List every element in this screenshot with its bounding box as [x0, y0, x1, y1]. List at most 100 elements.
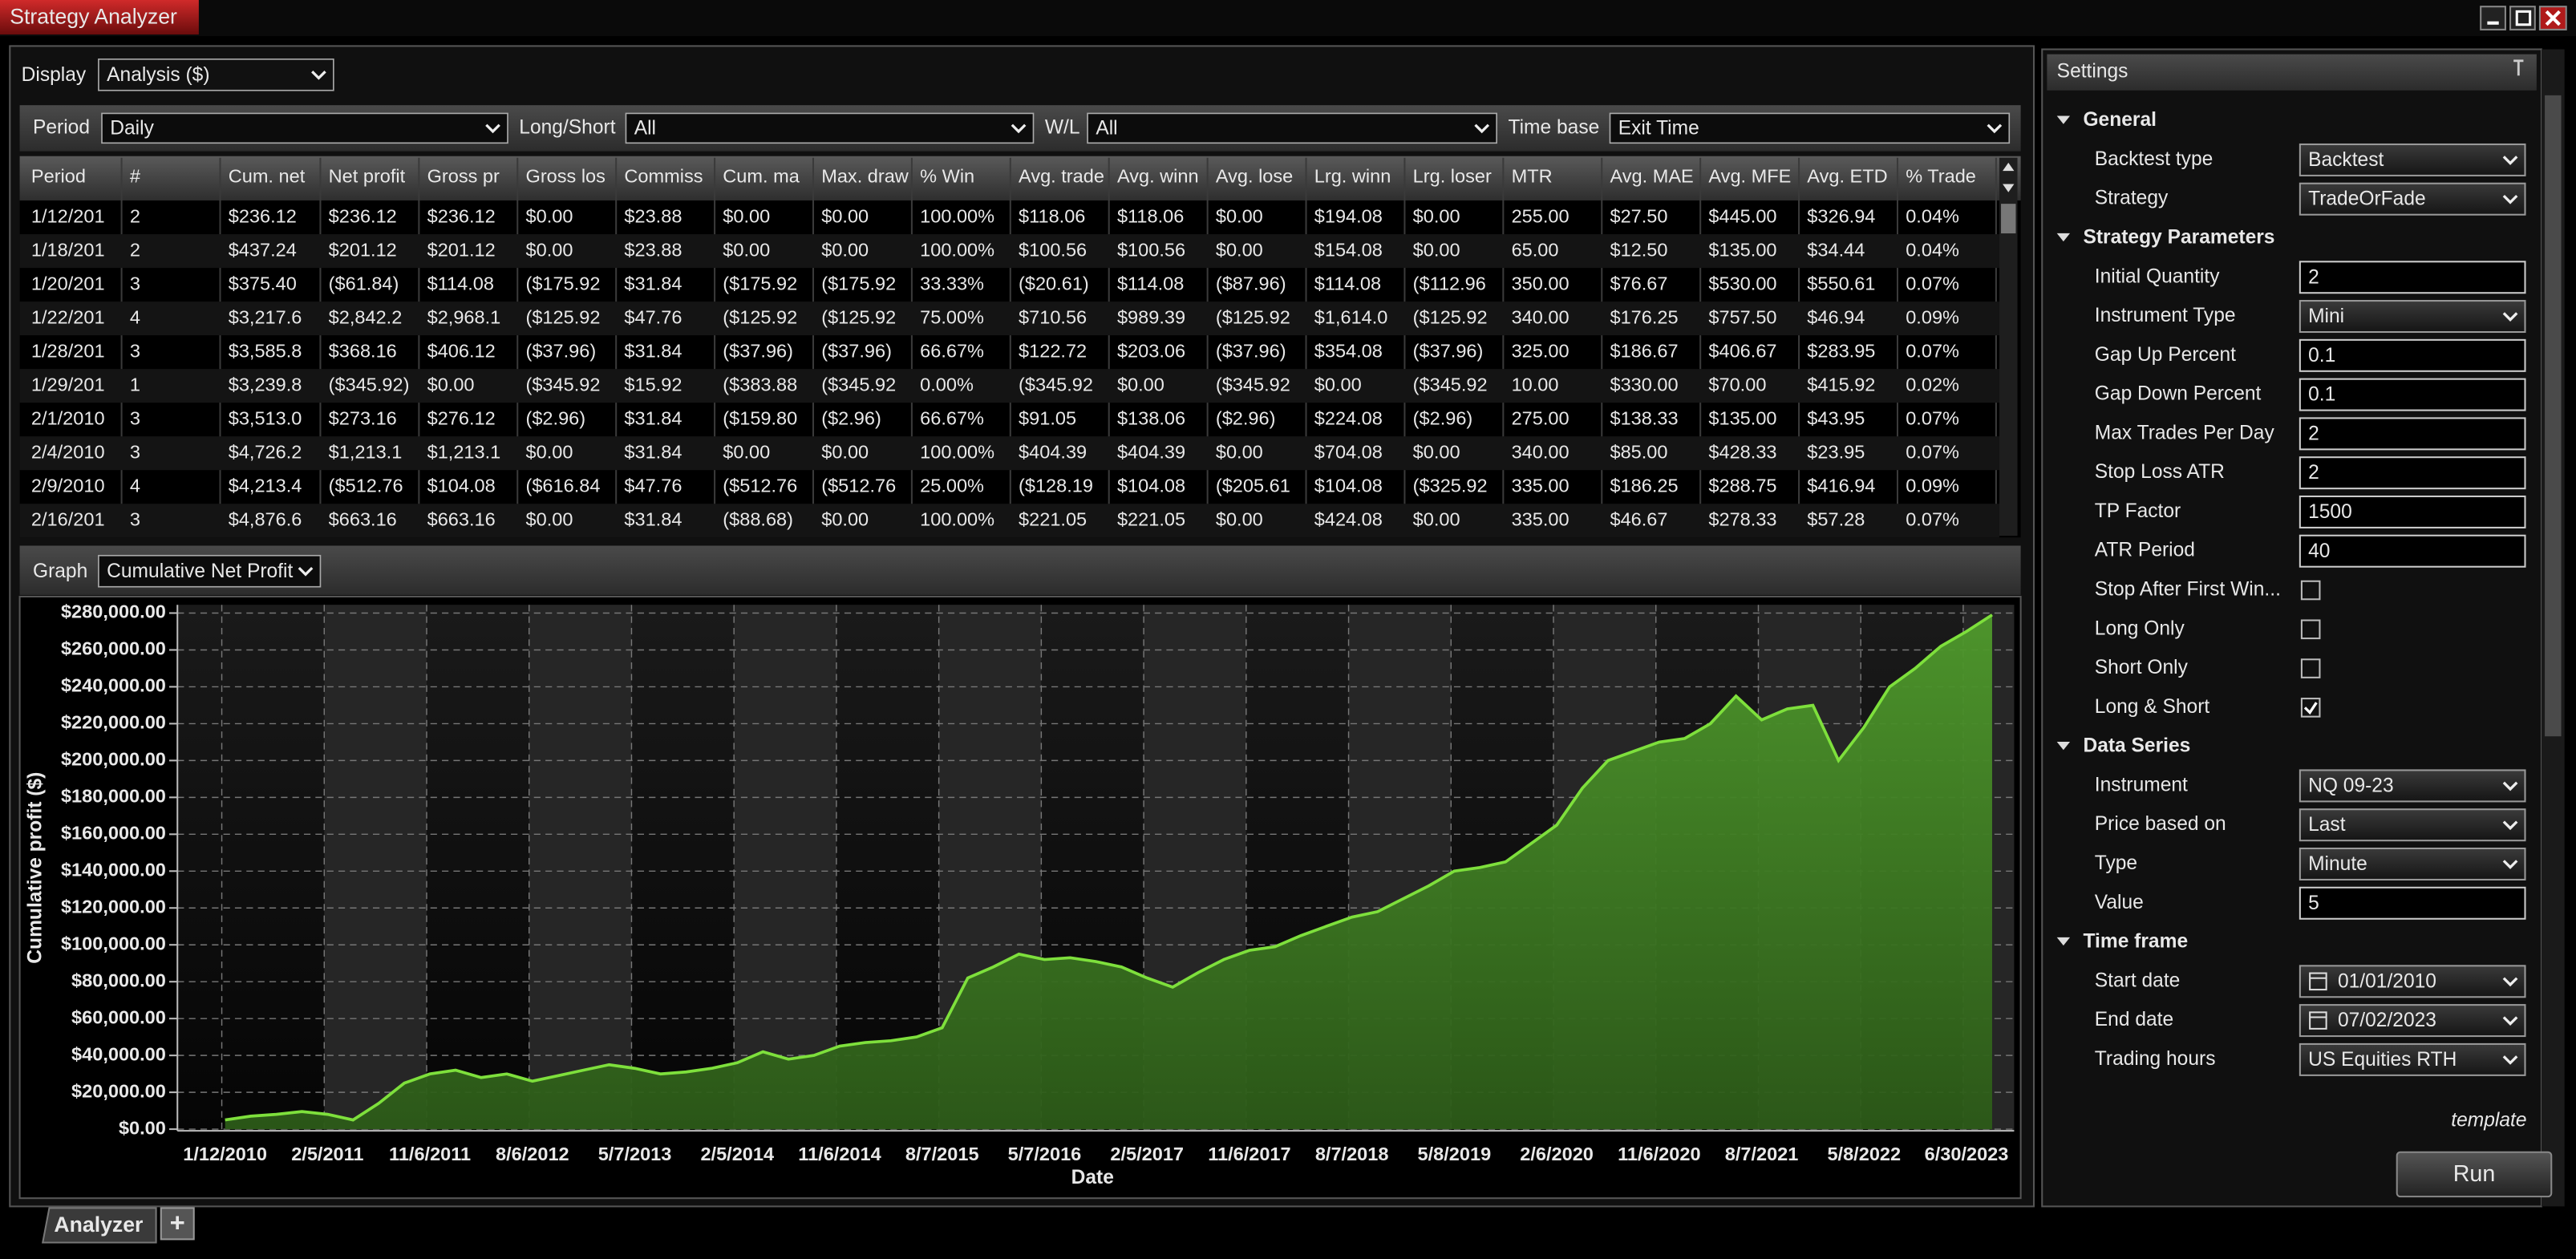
y-tick-label: $200,000.00 — [61, 749, 166, 770]
column-header[interactable]: Avg. ETD — [1807, 166, 1887, 187]
table-cell: 0.02% — [1906, 374, 1959, 395]
text-input-value[interactable]: 1500 — [2308, 501, 2352, 523]
column-header[interactable]: MTR — [1512, 166, 1553, 187]
table-scrollbar[interactable] — [1999, 157, 2018, 536]
setting-select[interactable] — [2299, 300, 2526, 334]
setting-select[interactable] — [2299, 847, 2526, 880]
column-header[interactable]: Cum. net — [229, 166, 306, 187]
checkbox[interactable] — [2300, 580, 2321, 601]
column-header[interactable]: Max. draw — [821, 166, 909, 187]
column-header[interactable]: Avg. winn — [1117, 166, 1199, 187]
column-header[interactable]: Gross pr — [427, 166, 500, 187]
setting-select-value[interactable]: 01/01/2010 — [2338, 970, 2436, 992]
checkbox[interactable] — [2300, 658, 2321, 678]
text-input-value[interactable]: 2 — [2308, 266, 2319, 288]
table-cell: 0.00% — [920, 374, 974, 395]
text-input[interactable] — [2299, 886, 2526, 920]
setting-select-value[interactable]: Last — [2308, 814, 2346, 836]
setting-select-value[interactable]: US Equities RTH — [2308, 1049, 2457, 1071]
column-header[interactable]: Lrg. winn — [1314, 166, 1391, 187]
run-button[interactable] — [2396, 1151, 2553, 1198]
text-input[interactable] — [2299, 456, 2526, 490]
graph-select-value[interactable]: Cumulative Net Profit — [107, 561, 293, 582]
column-header[interactable]: Avg. MAE — [1610, 166, 1694, 187]
setting-select[interactable] — [2299, 182, 2526, 216]
table-cell: 255.00 — [1512, 205, 1569, 226]
setting-select[interactable] — [2299, 808, 2526, 842]
filter-select[interactable] — [1087, 112, 1497, 144]
display-select-value[interactable]: Analysis ($) — [107, 64, 209, 86]
setting-select-value[interactable]: Backtest — [2308, 149, 2384, 171]
column-header[interactable]: Lrg. loser — [1413, 166, 1492, 187]
column-header[interactable]: Avg. MFE — [1708, 166, 1791, 187]
minimize-button[interactable] — [2480, 6, 2506, 30]
filter-select[interactable] — [101, 112, 508, 144]
date-select[interactable] — [2299, 1004, 2526, 1038]
text-input[interactable] — [2299, 495, 2526, 528]
text-input-value[interactable]: 2 — [2308, 423, 2319, 444]
setting-select[interactable] — [2299, 769, 2526, 803]
text-input[interactable] — [2299, 417, 2526, 451]
table-cell: $1,213.1 — [427, 441, 501, 462]
text-input[interactable] — [2299, 261, 2526, 294]
column-header[interactable]: Gross los — [526, 166, 606, 187]
analyzer-tab-label[interactable]: Analyzer — [54, 1212, 143, 1237]
column-header[interactable]: % Trade — [1906, 166, 1976, 187]
run-label[interactable]: Run — [2453, 1161, 2496, 1187]
column-header[interactable]: # — [130, 166, 140, 187]
text-input-value[interactable]: 5 — [2308, 893, 2319, 914]
section-toggle[interactable] — [2056, 233, 2071, 242]
text-input[interactable] — [2299, 338, 2526, 372]
column-header[interactable]: % Win — [920, 166, 974, 187]
filter-select[interactable] — [1609, 112, 2011, 144]
setting-select-value[interactable]: Minute — [2308, 853, 2367, 875]
text-input[interactable] — [2299, 534, 2526, 568]
filter-select-value[interactable]: Exit Time — [1618, 117, 1699, 139]
column-header[interactable]: Cum. ma — [723, 166, 800, 187]
table-cell: $404.39 — [1117, 441, 1185, 462]
table-cell: ($383.88 — [723, 374, 797, 395]
setting-select[interactable] — [2299, 143, 2526, 176]
checkbox[interactable] — [2300, 619, 2321, 640]
analyzer-tab[interactable] — [42, 1207, 157, 1244]
y-tick-label: $240,000.00 — [61, 675, 166, 696]
section-toggle[interactable] — [2056, 937, 2071, 946]
filter-select-value[interactable]: All — [634, 117, 656, 139]
graph-select[interactable] — [98, 554, 322, 588]
setting-select-value[interactable]: TradeOrFade — [2308, 188, 2426, 210]
table-cell: $31.84 — [624, 508, 682, 529]
section-title: Strategy Parameters — [2083, 226, 2274, 248]
table-cell: $34.44 — [1807, 239, 1865, 260]
window-controls[interactable] — [2480, 6, 2567, 30]
checkbox[interactable] — [2300, 698, 2321, 718]
column-header[interactable]: Net profit — [329, 166, 406, 187]
filter-select[interactable] — [625, 112, 1035, 144]
setting-select-value[interactable]: Mini — [2308, 306, 2344, 327]
column-header[interactable]: Period — [31, 166, 86, 187]
table-cell: 66.67% — [920, 340, 984, 361]
text-input-value[interactable]: 40 — [2308, 540, 2330, 562]
text-input-value[interactable]: 2 — [2308, 462, 2319, 484]
display-select[interactable] — [98, 58, 334, 91]
table-cell: $0.00 — [1413, 508, 1460, 529]
text-input[interactable] — [2299, 378, 2526, 411]
graph-bar — [19, 545, 2021, 595]
setting-select-value[interactable]: NQ 09-23 — [2308, 775, 2394, 796]
table-cell: $0.00 — [526, 239, 573, 260]
text-input-value[interactable]: 0.1 — [2308, 345, 2335, 366]
template-link[interactable]: template — [2451, 1109, 2526, 1131]
setting-select-value[interactable]: 07/02/2023 — [2338, 1010, 2436, 1031]
date-select[interactable] — [2299, 965, 2526, 998]
column-header[interactable]: Avg. lose — [1216, 166, 1293, 187]
add-tab-button[interactable] — [160, 1207, 195, 1241]
text-input-value[interactable]: 0.1 — [2308, 384, 2335, 406]
setting-select[interactable] — [2299, 1042, 2526, 1076]
filter-select-value[interactable]: All — [1096, 117, 1117, 139]
column-header[interactable]: Commiss — [624, 166, 703, 187]
section-toggle[interactable] — [2056, 741, 2071, 751]
add-tab-label[interactable]: + — [170, 1208, 185, 1237]
column-header[interactable]: Avg. trade — [1019, 166, 1104, 187]
filter-select-value[interactable]: Daily — [110, 117, 154, 139]
section-toggle[interactable] — [2056, 115, 2071, 124]
